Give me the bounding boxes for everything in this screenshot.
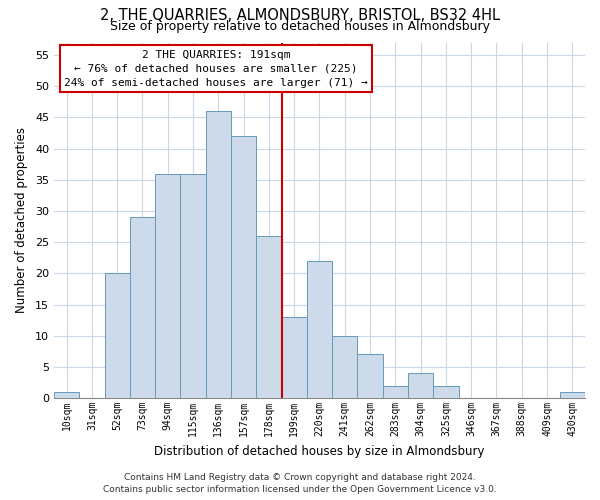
Bar	[206, 111, 231, 398]
Bar	[408, 373, 433, 398]
Text: 2 THE QUARRIES: 191sqm
← 76% of detached houses are smaller (225)
24% of semi-de: 2 THE QUARRIES: 191sqm ← 76% of detached…	[64, 50, 368, 88]
Y-axis label: Number of detached properties: Number of detached properties	[15, 128, 28, 314]
Bar	[383, 386, 408, 398]
Bar	[181, 174, 206, 398]
Bar	[560, 392, 585, 398]
Bar	[332, 336, 358, 398]
Text: Size of property relative to detached houses in Almondsbury: Size of property relative to detached ho…	[110, 20, 490, 33]
X-axis label: Distribution of detached houses by size in Almondsbury: Distribution of detached houses by size …	[154, 444, 485, 458]
Bar	[256, 236, 281, 398]
Bar	[358, 354, 383, 398]
Bar	[433, 386, 458, 398]
Bar	[130, 217, 155, 398]
Text: 2, THE QUARRIES, ALMONDSBURY, BRISTOL, BS32 4HL: 2, THE QUARRIES, ALMONDSBURY, BRISTOL, B…	[100, 8, 500, 22]
Bar	[307, 261, 332, 398]
Bar	[231, 136, 256, 398]
Bar	[54, 392, 79, 398]
Bar	[155, 174, 181, 398]
Text: Contains HM Land Registry data © Crown copyright and database right 2024.
Contai: Contains HM Land Registry data © Crown c…	[103, 472, 497, 494]
Bar	[281, 317, 307, 398]
Bar	[104, 274, 130, 398]
